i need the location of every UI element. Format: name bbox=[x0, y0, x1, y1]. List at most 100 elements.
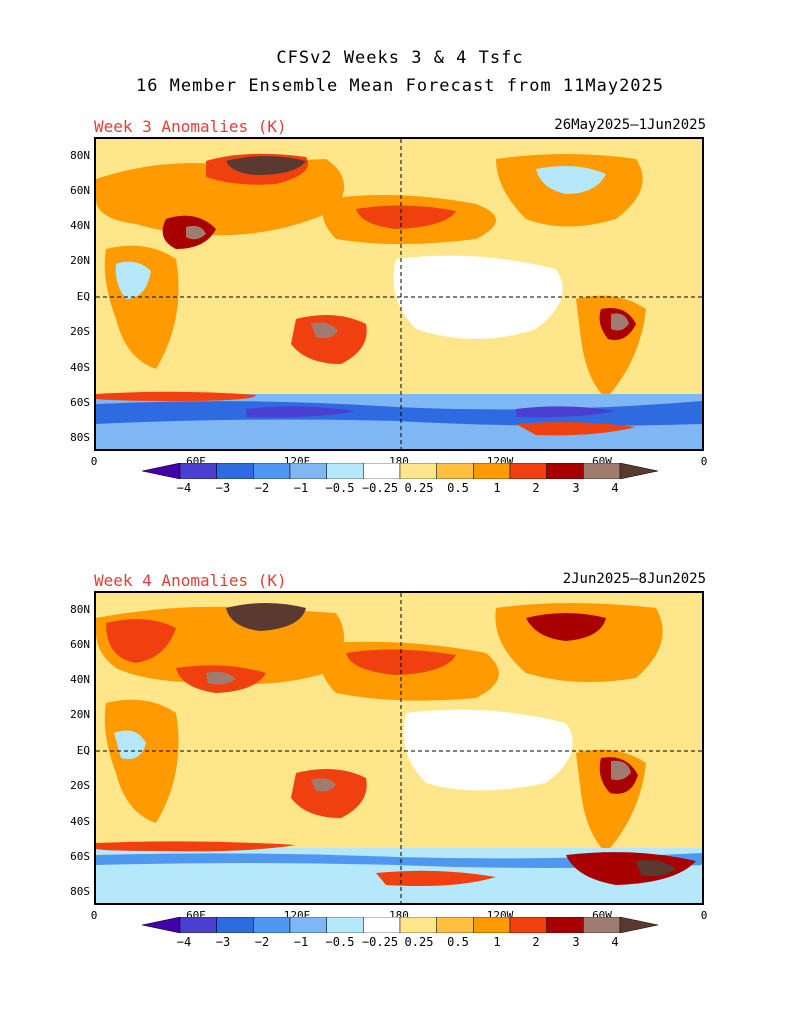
colorbar-swatch bbox=[289, 463, 327, 479]
lat-label: 20S bbox=[70, 779, 90, 792]
lat-label: 40S bbox=[70, 361, 90, 374]
tropical-pacific-neutral bbox=[403, 709, 573, 791]
colorbar-swatch bbox=[583, 917, 621, 933]
colorbar-tick-label: −0.5 bbox=[325, 935, 355, 949]
canada-hot bbox=[526, 613, 606, 641]
colorbar-swatch bbox=[399, 917, 437, 933]
antarctic-warm bbox=[516, 422, 636, 436]
colorbar-tick-label: 3 bbox=[572, 481, 580, 495]
tropical-pacific-neutral bbox=[393, 255, 563, 339]
lat-label: EQ bbox=[76, 744, 90, 757]
colorbar-arrow-low bbox=[142, 463, 181, 479]
south-america-extreme bbox=[611, 760, 631, 781]
lon-label: 0 bbox=[700, 455, 708, 468]
australia-hot bbox=[291, 769, 367, 818]
anomaly-map bbox=[94, 137, 704, 451]
colorbar-swatch bbox=[436, 917, 474, 933]
north-america-cool bbox=[536, 165, 606, 194]
colorbar-swatch bbox=[326, 463, 364, 479]
colorbar-swatch bbox=[473, 917, 511, 933]
lat-label: 20N bbox=[70, 254, 90, 267]
colorbar-swatch bbox=[363, 463, 401, 479]
lat-label: 40N bbox=[70, 219, 90, 232]
colorbar-tick-label: −2 bbox=[254, 935, 270, 949]
siberia-extreme bbox=[226, 156, 306, 175]
colorbar-arrow-high bbox=[619, 917, 658, 933]
africa-cool bbox=[114, 730, 146, 759]
colorbar-tick-label: −0.25 bbox=[361, 481, 399, 495]
colorbar-tick-label: 0.25 bbox=[404, 481, 434, 495]
southern-ocean-very-cold-2 bbox=[516, 406, 616, 418]
colorbar-svg bbox=[142, 463, 658, 479]
australia-hot bbox=[291, 315, 367, 364]
lat-label: 80S bbox=[70, 885, 90, 898]
colorbar-tick-label: 4 bbox=[611, 935, 619, 949]
npacific-hot bbox=[356, 205, 456, 229]
siberia-extreme bbox=[226, 603, 306, 631]
colorbar-swatch bbox=[253, 463, 291, 479]
colorbar-swatch bbox=[436, 463, 474, 479]
colorbar-swatch bbox=[179, 463, 217, 479]
colorbar-swatch bbox=[216, 463, 254, 479]
africa-warm bbox=[104, 699, 179, 823]
week4-panel: Week 4 Anomalies (K) 2Jun2025–8Jun2025 8… bbox=[0, 571, 800, 1011]
lon-label: 0 bbox=[700, 909, 708, 922]
lat-label: 60N bbox=[70, 638, 90, 651]
lat-label: 60S bbox=[70, 396, 90, 409]
panel-title: Week 3 Anomalies (K) bbox=[94, 117, 287, 136]
colorbar-swatch bbox=[326, 917, 364, 933]
central-asia-extreme bbox=[186, 225, 206, 240]
lat-label: 20S bbox=[70, 325, 90, 338]
colorbar-swatch bbox=[179, 917, 217, 933]
colorbar-tick-label: 2 bbox=[532, 935, 540, 949]
colorbar-tick-label: 4 bbox=[611, 481, 619, 495]
lon-label: 0 bbox=[90, 455, 98, 468]
lat-label: 60N bbox=[70, 184, 90, 197]
colorbar-swatch bbox=[289, 917, 327, 933]
southern-ocean-cold bbox=[96, 401, 702, 426]
colorbar bbox=[142, 917, 658, 933]
lat-label: EQ bbox=[76, 290, 90, 303]
colorbar bbox=[142, 463, 658, 479]
central-asia-extreme bbox=[206, 671, 236, 685]
colorbar-swatch bbox=[583, 463, 621, 479]
lat-label: 80N bbox=[70, 149, 90, 162]
africa-cool bbox=[115, 261, 151, 299]
colorbar-swatch bbox=[253, 917, 291, 933]
colorbar-tick-label: −0.25 bbox=[361, 935, 399, 949]
lon-label: 0 bbox=[90, 909, 98, 922]
lat-label: 20N bbox=[70, 708, 90, 721]
lat-label: 80N bbox=[70, 603, 90, 616]
antarctic-extreme bbox=[636, 860, 676, 877]
australia-extreme bbox=[311, 778, 336, 792]
map-canvas bbox=[96, 139, 702, 449]
panel-date-range: 26May2025–1Jun2025 bbox=[554, 117, 706, 133]
colorbar-tick-label: 1 bbox=[493, 935, 501, 949]
colorbar-tick-label: 0.5 bbox=[447, 481, 469, 495]
colorbar-tick-label: −0.5 bbox=[325, 481, 355, 495]
sub-antarctic-warm bbox=[96, 841, 296, 852]
colorbar-tick-label: −2 bbox=[254, 481, 270, 495]
panel-date-range: 2Jun2025–8Jun2025 bbox=[562, 571, 706, 587]
colorbar-svg bbox=[142, 917, 658, 933]
colorbar-tick-label: 2 bbox=[532, 481, 540, 495]
colorbar-tick-label: −1 bbox=[293, 935, 309, 949]
colorbar-swatch bbox=[399, 463, 437, 479]
southern-ocean-very-cold bbox=[246, 406, 356, 418]
anomaly-map bbox=[94, 591, 704, 905]
npacific-hot bbox=[346, 649, 456, 675]
sub-antarctic-warm bbox=[96, 391, 256, 401]
colorbar-swatch bbox=[473, 463, 511, 479]
colorbar-tick-label: −3 bbox=[215, 935, 231, 949]
lat-label: 40N bbox=[70, 673, 90, 686]
colorbar-tick-label: 0.25 bbox=[404, 935, 434, 949]
colorbar-arrow-low bbox=[142, 917, 181, 933]
week3-panel: Week 3 Anomalies (K) 26May2025–1Jun2025 … bbox=[0, 117, 800, 557]
page-subtitle: 16 Member Ensemble Mean Forecast from 11… bbox=[135, 76, 665, 96]
australia-extreme bbox=[311, 322, 338, 339]
colorbar-arrow-high bbox=[619, 463, 658, 479]
colorbar-tick-label: 1 bbox=[493, 481, 501, 495]
colorbar-swatch bbox=[546, 463, 584, 479]
antarctic-hot bbox=[566, 852, 696, 885]
southern-ocean-cold bbox=[96, 853, 702, 868]
